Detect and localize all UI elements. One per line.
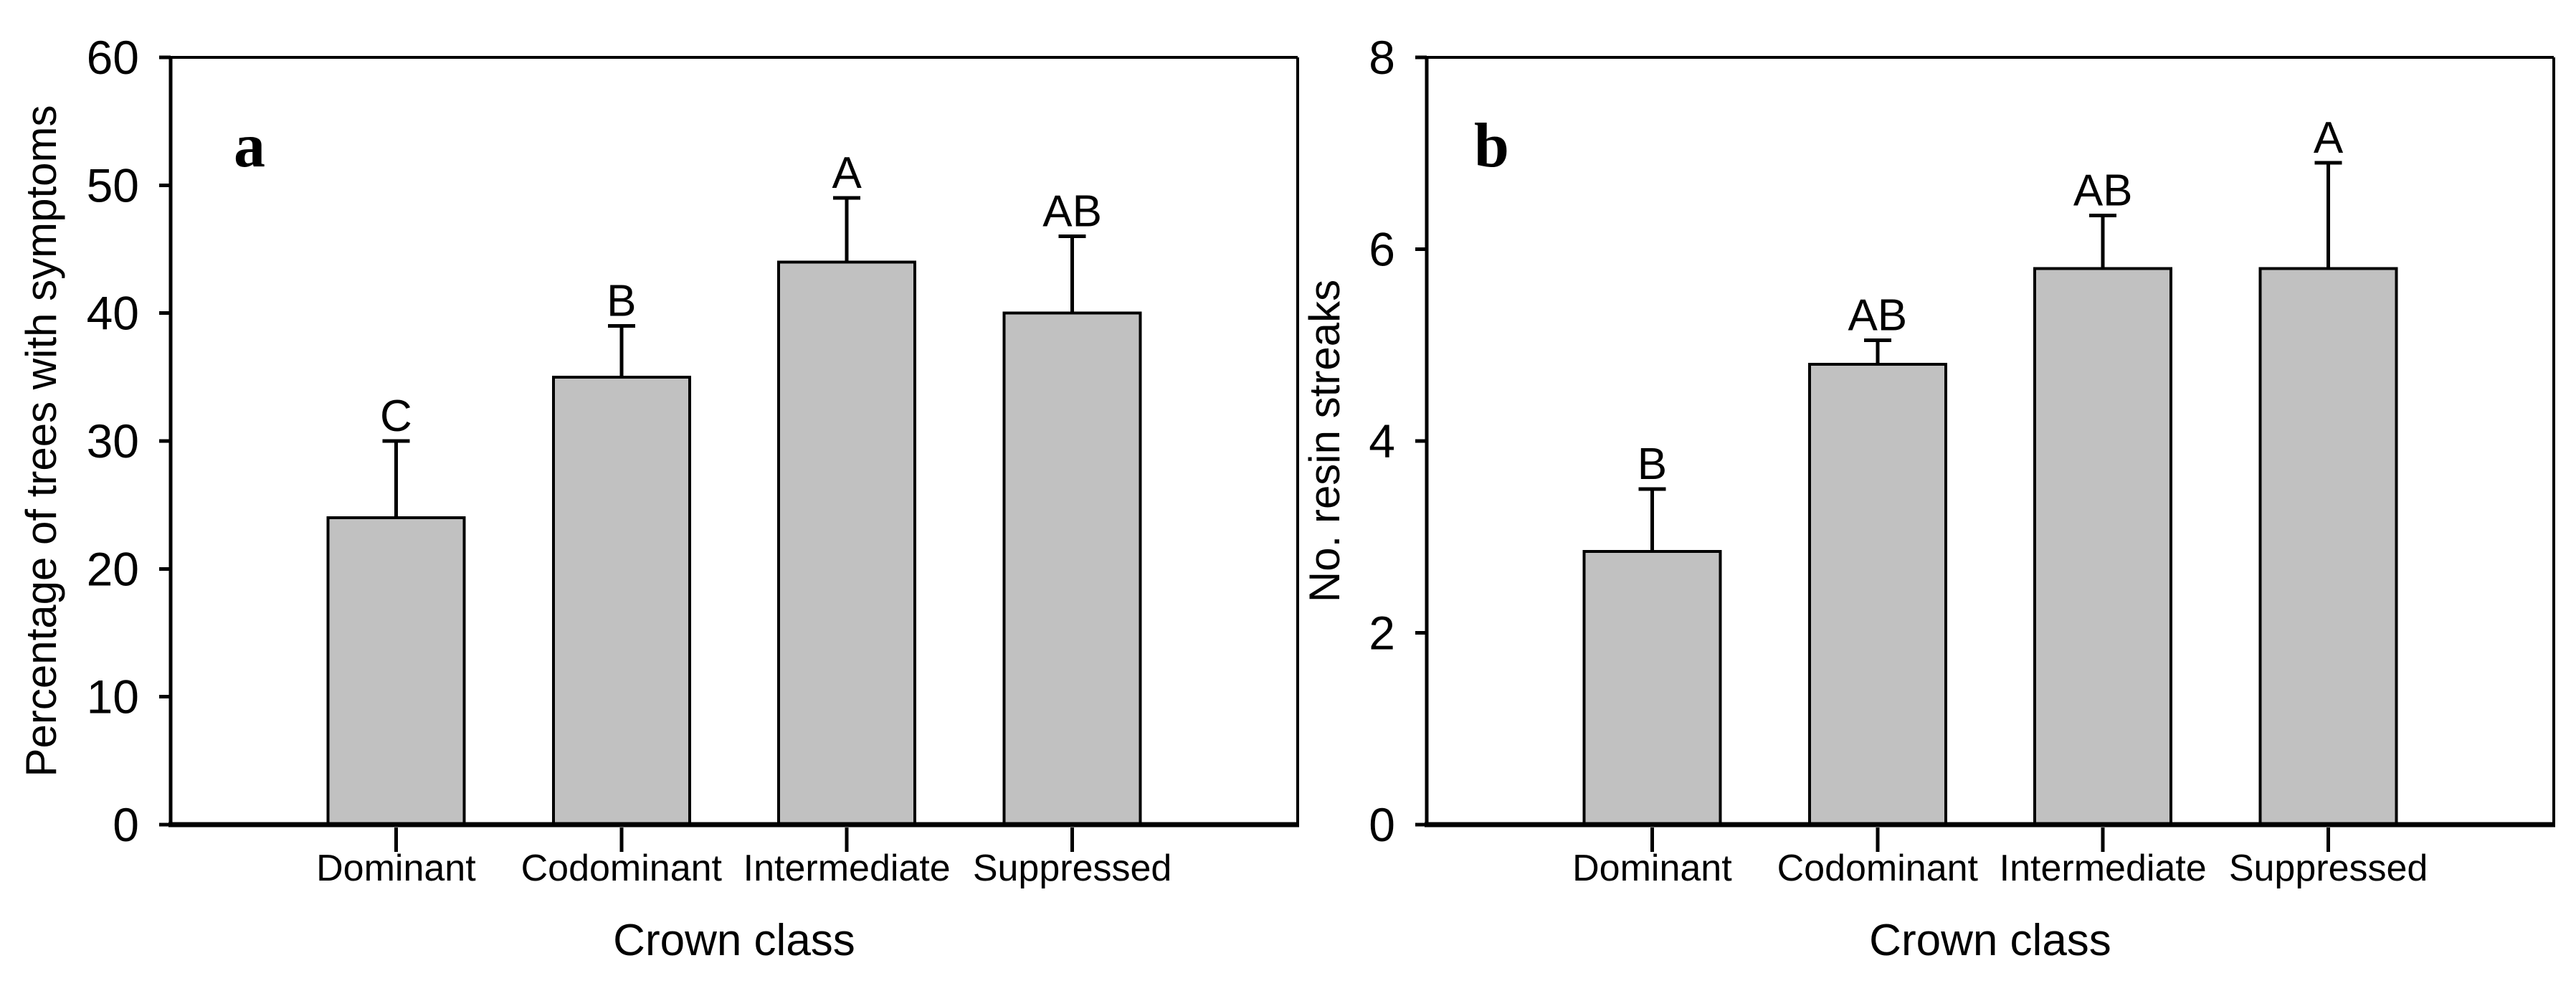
y-tick-label: 0 — [113, 798, 139, 851]
significance-letter: A — [832, 148, 862, 198]
significance-letter: AB — [2073, 166, 2133, 216]
x-category-label: Codominant — [1777, 848, 1979, 889]
significance-letter: B — [607, 277, 636, 326]
x-category-label: Dominant — [316, 848, 476, 889]
bar-intermediate — [2033, 267, 2173, 826]
y-tick-label: 10 — [87, 670, 139, 724]
y-axis-title: No. resin streaks — [1301, 280, 1349, 602]
y-tick-label: 4 — [1369, 414, 1395, 468]
significance-letter: AB — [1848, 291, 1907, 341]
panel-letter: b — [1474, 111, 1509, 181]
y-tick-label: 30 — [87, 414, 139, 468]
y-axis-title: Percentage of trees with symptoms — [17, 105, 65, 777]
y-tick-label: 50 — [87, 158, 139, 212]
significance-letter: B — [1638, 440, 1667, 489]
y-tick-label: 2 — [1369, 607, 1395, 660]
bar-codominant — [551, 375, 691, 826]
significance-letter: AB — [1042, 187, 1102, 237]
y-tick-label: 6 — [1369, 223, 1395, 276]
y-tick-label: 40 — [87, 287, 139, 340]
significance-letter: C — [380, 392, 412, 441]
significance-letter: A — [2314, 113, 2344, 163]
bar-codominant — [1807, 363, 1947, 826]
x-category-label: Intermediate — [2000, 848, 2207, 889]
bar-dominant — [326, 516, 466, 826]
x-axis-title: Crown class — [1869, 916, 2111, 965]
panel-letter: a — [234, 111, 265, 181]
y-tick-label: 8 — [1369, 31, 1395, 84]
x-category-label: Dominant — [1572, 848, 1732, 889]
x-category-label: Codominant — [521, 848, 723, 889]
bar-dominant — [1582, 549, 1722, 826]
x-category-label: Intermediate — [743, 848, 951, 889]
y-tick-label: 20 — [87, 542, 139, 595]
x-axis-title: Crown class — [613, 916, 855, 965]
bar-suppressed — [1002, 311, 1142, 826]
y-tick-label: 60 — [87, 31, 139, 84]
x-category-label: Suppressed — [973, 848, 1172, 889]
x-category-label: Suppressed — [2229, 848, 2428, 889]
bar-suppressed — [2258, 267, 2398, 826]
y-tick-label: 0 — [1369, 798, 1395, 851]
bar-intermediate — [777, 260, 917, 827]
